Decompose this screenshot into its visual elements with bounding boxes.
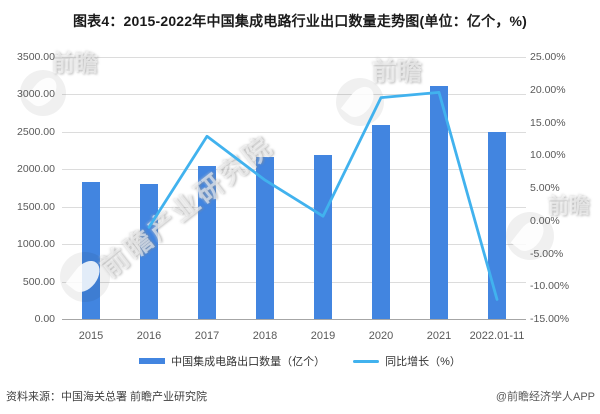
- right-axis-tick-label: 0.00%: [530, 214, 560, 227]
- watermark-logo-icon: [506, 212, 554, 260]
- bar-2016: [140, 183, 158, 319]
- line-series-swatch-icon: [353, 359, 380, 363]
- right-axis-tick-label: -15.00%: [530, 313, 570, 325]
- left-axis-tick-label: 2500.00: [17, 125, 55, 138]
- left-axis-tick-label: 500.00: [22, 275, 55, 288]
- bar-2018: [256, 156, 274, 319]
- bar-2020: [372, 124, 390, 319]
- x-axis-tick-label-2020: 2020: [368, 330, 394, 342]
- legend-item-export-quantity: 中国集成电路出口数量（亿个）: [139, 353, 325, 369]
- legend-label-export-quantity: 中国集成电路出口数量（亿个）: [171, 356, 326, 368]
- x-axis-tick-label-2022.01-11: 2022.01-11: [469, 330, 525, 342]
- right-axis-tick-label: 10.00%: [530, 149, 566, 162]
- watermark-logo-text: 前瞻: [52, 50, 98, 76]
- left-axis-tick-label: 1500.00: [17, 200, 55, 213]
- left-axis-tick-label: 3500.00: [17, 51, 55, 63]
- bar-2021: [430, 86, 448, 319]
- right-axis-tick-label: 20.00%: [530, 83, 566, 96]
- chart-title: 图表4：2015-2022年中国集成电路行业出口数量走势图(单位：亿个，%): [72, 13, 528, 29]
- right-axis-tick-label: 15.00%: [530, 116, 566, 129]
- gridline: [62, 169, 526, 171]
- x-axis-tick-label-2016: 2016: [136, 330, 162, 342]
- watermark-logo-text: 前瞻: [372, 58, 423, 86]
- right-axis-tick-label: -10.00%: [530, 280, 570, 293]
- legend-item-yoy-growth: 同比增长（%）: [353, 353, 461, 369]
- right-axis-tick-label: 5.00%: [530, 182, 560, 194]
- gridline: [62, 57, 526, 58]
- watermark-logo-icon: [336, 78, 384, 126]
- watermark-logo-icon: [20, 70, 66, 116]
- gridline: [62, 244, 526, 246]
- left-axis-tick-label: 1000.00: [17, 238, 55, 251]
- x-axis-tick-label-2019: 2019: [310, 330, 336, 342]
- gridline: [62, 206, 526, 208]
- gridline: [62, 131, 526, 133]
- left-axis-tick-label: 0.00: [34, 313, 55, 325]
- yoy-growth-line: [147, 91, 499, 301]
- right-axis-tick-label: 25.00%: [530, 51, 566, 63]
- x-axis-tick-label-2015: 2015: [78, 330, 104, 342]
- right-axis-tick-label: -5.00%: [530, 247, 564, 260]
- bar-2022.01-11: [488, 131, 506, 319]
- watermark-logo-icon: [60, 252, 110, 302]
- legend-label-yoy-growth: 同比增长（%）: [385, 356, 461, 368]
- gridline: [62, 94, 526, 96]
- x-axis-tick-label-2018: 2018: [252, 330, 278, 342]
- left-axis-tick-label: 2000.00: [17, 163, 55, 176]
- watermark-logo-text: 前瞻: [548, 195, 590, 218]
- gridline: [62, 281, 526, 283]
- x-axis-line: [62, 319, 526, 320]
- legend: 中国集成电路出口数量（亿个） 同比增长（%）: [0, 353, 600, 369]
- left-axis-tick-label: 3000.00: [17, 88, 55, 101]
- bar-series-swatch-icon: [139, 358, 166, 364]
- x-axis-tick-label-2021: 2021: [426, 330, 452, 342]
- bar-2019: [314, 155, 332, 319]
- credit-note: @前瞻经济学人APP: [495, 391, 595, 403]
- data-source-note: 资料来源：中国海关总署 前瞻产业研究院: [6, 391, 208, 403]
- x-axis-tick-label-2017: 2017: [194, 330, 220, 342]
- bar-2017: [198, 166, 216, 319]
